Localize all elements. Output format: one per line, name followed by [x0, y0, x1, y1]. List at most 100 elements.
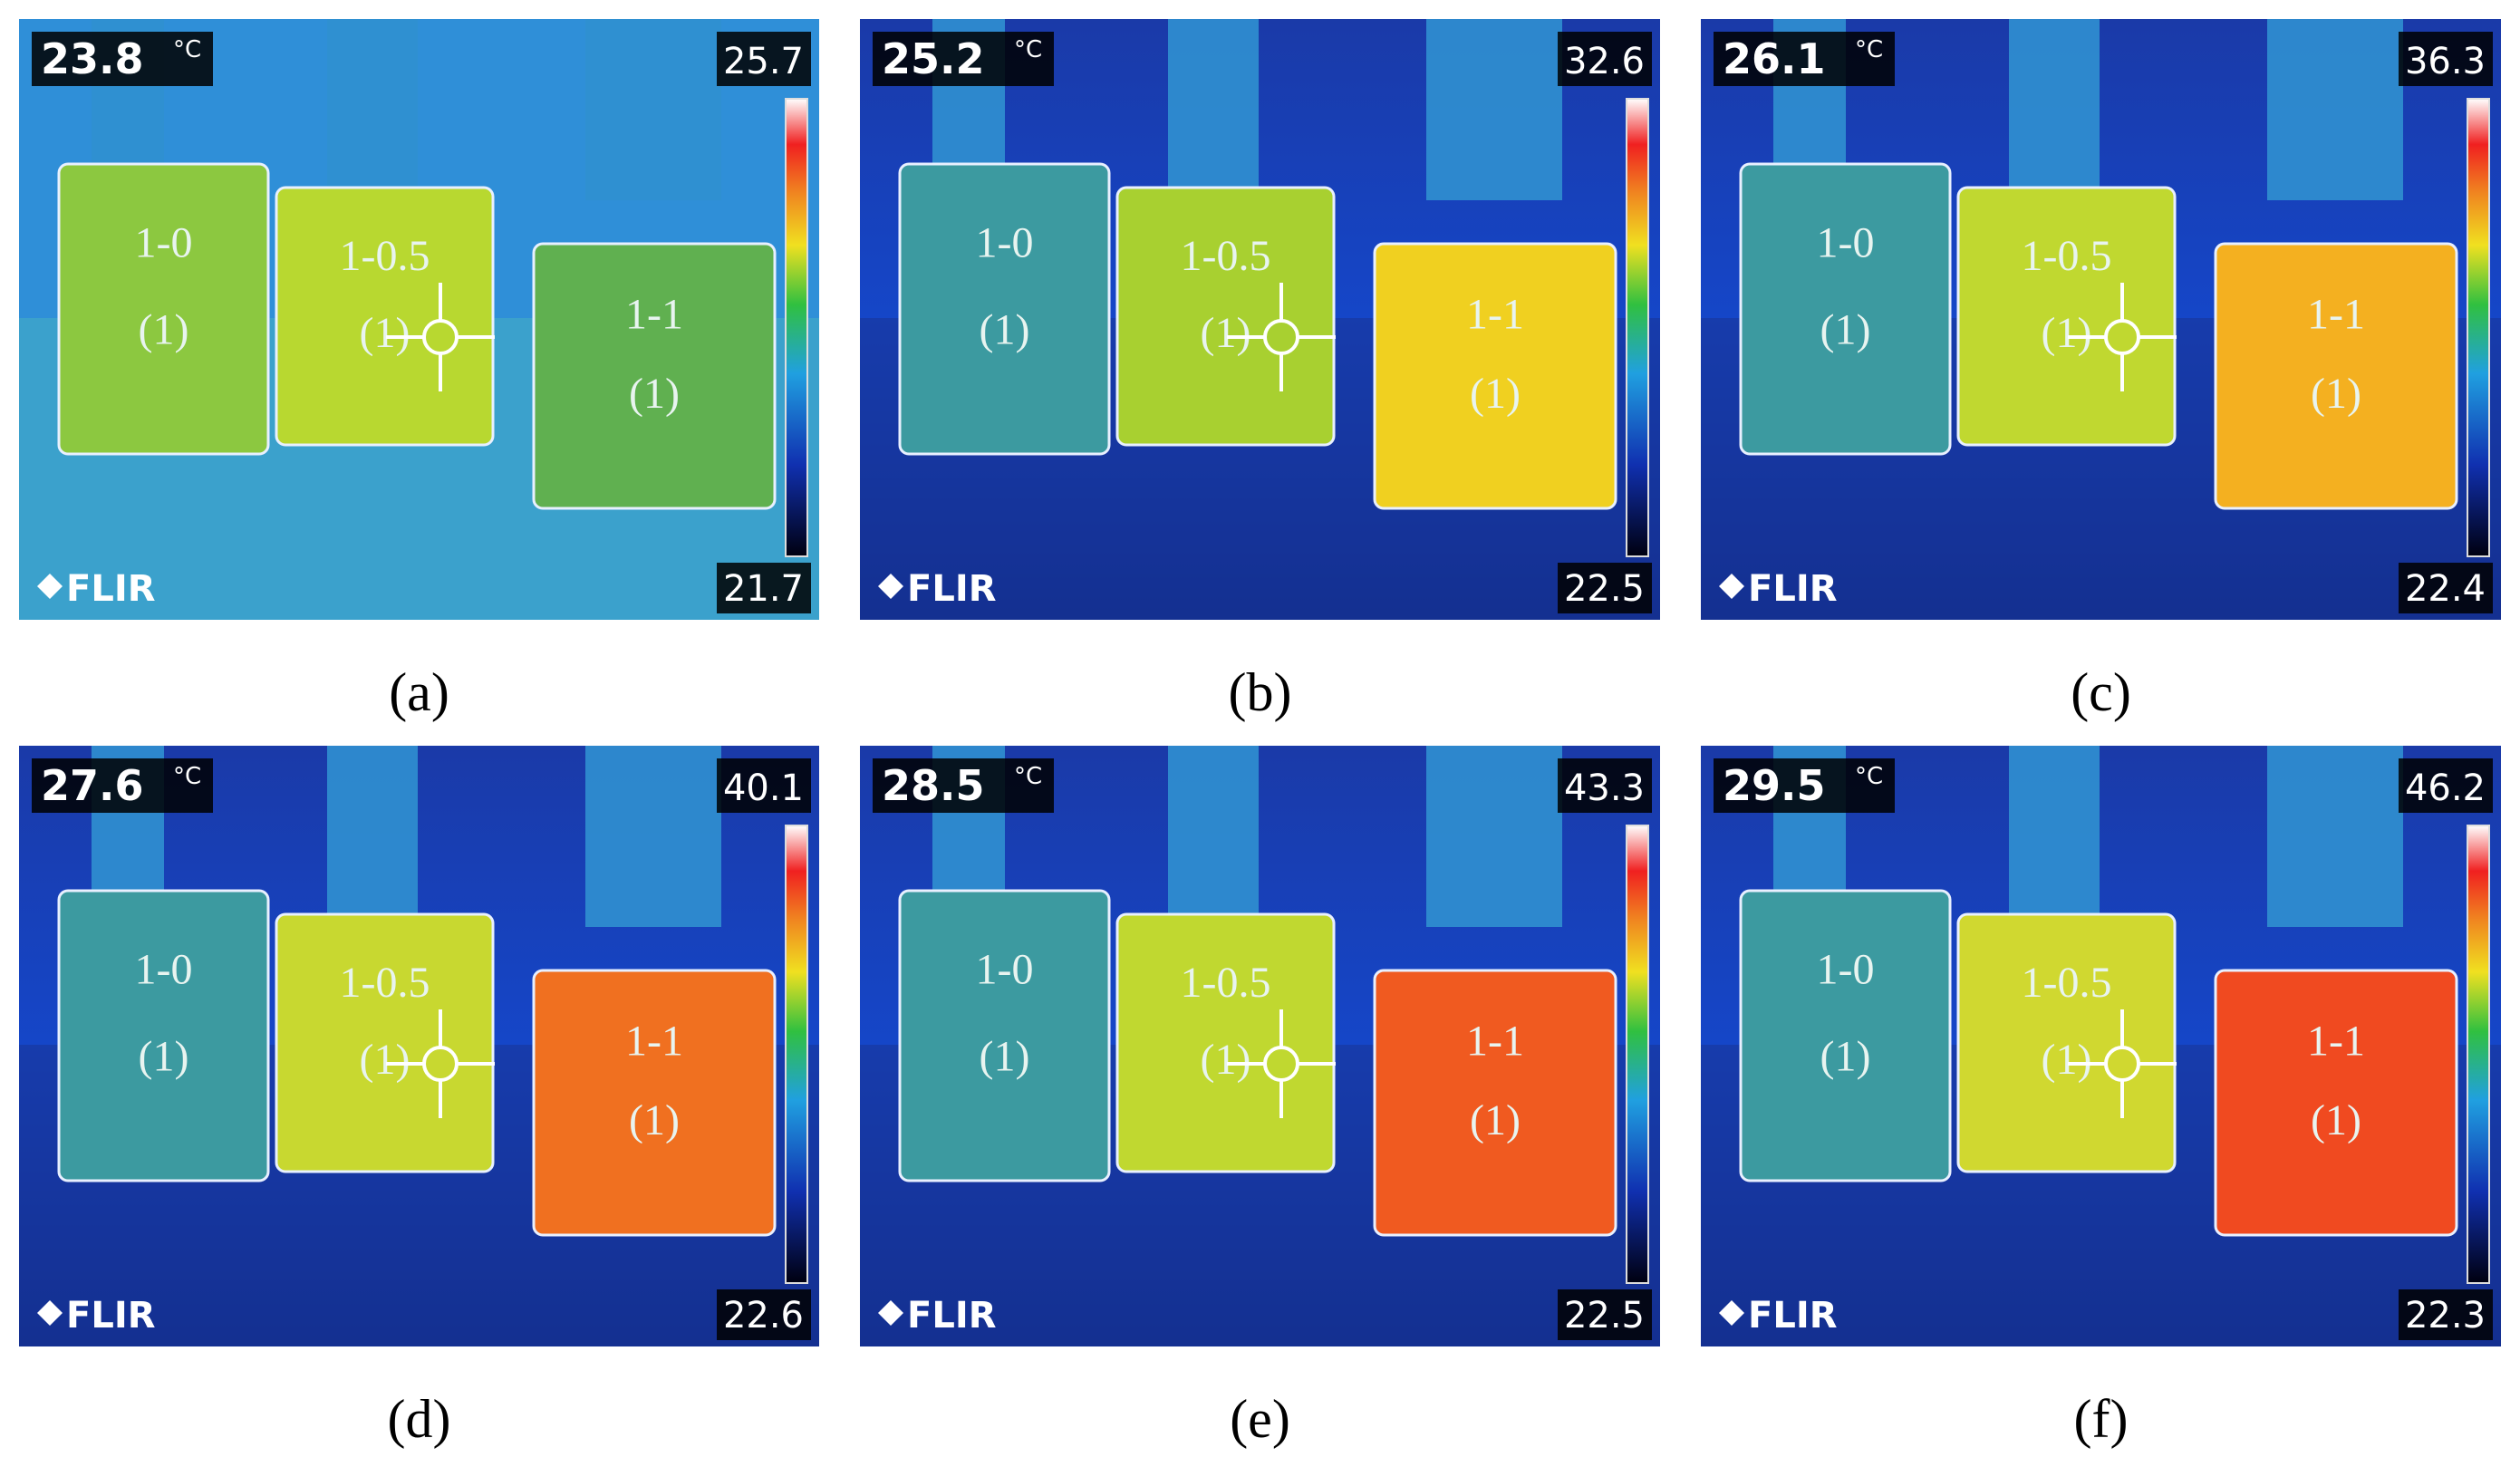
cable	[2267, 19, 2403, 200]
cube	[2214, 242, 2458, 510]
caption: (c)	[2071, 662, 2131, 722]
scale-min-box	[717, 1289, 811, 1340]
cube-label: 1-1	[625, 290, 683, 338]
cube-label: (1)	[1470, 370, 1521, 418]
colorbar	[785, 825, 808, 1284]
brand-logo	[878, 574, 903, 599]
cube-label: (1)	[1470, 1096, 1521, 1144]
scale-min: 22.6	[723, 1295, 804, 1337]
crosshair	[1227, 1009, 1336, 1118]
spot-temperature: 28.5	[882, 761, 985, 810]
cube	[532, 242, 777, 510]
thermal-image: 1-0 (1) 1-0.5 (1) 1-1 (1) 29.5 °C 46.2 22.3 FLIR	[1701, 746, 2501, 1346]
crosshair	[386, 1009, 495, 1118]
cube	[1739, 162, 1952, 456]
scale-min: 22.3	[2405, 1295, 2486, 1337]
cube-label: 1-1	[1466, 1017, 1524, 1065]
cable	[2009, 19, 2100, 200]
cube-label: 1-0	[135, 945, 193, 993]
unit: °C	[1855, 36, 1883, 63]
brand: FLIR	[66, 1295, 156, 1337]
caption: (f)	[2074, 1389, 2129, 1449]
colorbar	[1626, 98, 1649, 557]
cube-label: (1)	[1201, 1036, 1251, 1084]
thermal-image: 1-0 (1) 1-0.5 (1) 1-1 (1) 27.6 °C 40.1 22.6 FLIR	[19, 746, 819, 1346]
cube-label: 1-0.5	[340, 232, 430, 280]
unit: °C	[173, 763, 201, 790]
spot-box	[1714, 32, 1895, 86]
scale-min: 22.5	[1564, 1295, 1645, 1337]
cube-label: (1)	[629, 1096, 680, 1144]
cube-label: 1-1	[2307, 290, 2365, 338]
brand-logo	[37, 1300, 63, 1326]
scale-min-box	[1558, 563, 1652, 613]
cube-label: 1-1	[2307, 1017, 2365, 1065]
scale-max-box	[1558, 758, 1652, 813]
cube	[1373, 969, 1617, 1237]
brand: FLIR	[1748, 1295, 1838, 1337]
cube-label: (1)	[139, 1032, 189, 1080]
cube	[898, 162, 1111, 456]
cube-label: 1-0.5	[1181, 959, 1271, 1007]
caption: (b)	[1229, 662, 1292, 722]
thermal-image: 1-0 (1) 1-0.5 (1) 1-1 (1) 23.8 °C 25.7 21.7 FLIR	[19, 19, 819, 620]
cube	[2214, 969, 2458, 1237]
brand: FLIR	[66, 568, 156, 610]
unit: °C	[1014, 36, 1042, 63]
cube-label: 1-0.5	[2022, 959, 2112, 1007]
crosshair	[386, 283, 495, 391]
colorbar	[785, 98, 808, 557]
cube-label: (1)	[1820, 305, 1871, 353]
cube-label: (1)	[1820, 1032, 1871, 1080]
scale-max: 46.2	[2405, 767, 2486, 809]
scale-max-box	[2399, 32, 2493, 86]
spot-temperature: 23.8	[41, 34, 144, 83]
cube	[1373, 242, 1617, 510]
spot-box	[32, 32, 213, 86]
cube-label: (1)	[980, 305, 1030, 353]
caption: (d)	[388, 1389, 451, 1449]
unit: °C	[173, 36, 201, 63]
cable	[327, 746, 418, 927]
spot-box	[1714, 758, 1895, 813]
brand-logo	[1719, 574, 1744, 599]
scale-min: 22.4	[2405, 568, 2486, 610]
unit: °C	[1014, 763, 1042, 790]
cube-label: (1)	[139, 305, 189, 353]
brand-logo	[878, 1300, 903, 1326]
colorbar	[1626, 825, 1649, 1284]
cube	[532, 969, 777, 1237]
cube-label: 1-0.5	[340, 959, 430, 1007]
brand-logo	[1719, 1300, 1744, 1326]
cable	[1426, 746, 1562, 927]
cube-label: 1-0	[135, 218, 193, 266]
thermal-image: 1-0 (1) 1-0.5 (1) 1-1 (1) 28.5 °C 43.3 22.5 FLIR	[860, 746, 1660, 1346]
cube-label: (1)	[2042, 309, 2092, 357]
scale-min: 21.7	[723, 568, 804, 610]
scale-max: 43.3	[1564, 767, 1645, 809]
thermal-image: 1-0 (1) 1-0.5 (1) 1-1 (1) 25.2 °C 32.6 22.5 FLIR	[860, 19, 1660, 620]
scale-max: 32.6	[1564, 41, 1645, 82]
cube	[1739, 889, 1952, 1182]
scale-min-box	[717, 563, 811, 613]
cable	[585, 746, 721, 927]
cube-label: 1-1	[625, 1017, 683, 1065]
spot-box	[873, 32, 1054, 86]
brand: FLIR	[1748, 568, 1838, 610]
cube-label: (1)	[2311, 1096, 2361, 1144]
crosshair	[2068, 283, 2177, 391]
scale-min: 22.5	[1564, 568, 1645, 610]
cable	[327, 19, 418, 200]
cable	[585, 19, 721, 200]
brand-logo	[37, 574, 63, 599]
cube-label: 1-0.5	[1181, 232, 1271, 280]
colorbar	[2467, 825, 2490, 1284]
colorbar	[2467, 98, 2490, 557]
cube-label: (1)	[2042, 1036, 2092, 1084]
spot-temperature: 26.1	[1723, 34, 1826, 83]
scale-max-box	[1558, 32, 1652, 86]
cube-label: 1-0	[1817, 945, 1875, 993]
scale-max-box	[717, 758, 811, 813]
cube-label: (1)	[980, 1032, 1030, 1080]
caption: (e)	[1230, 1389, 1290, 1449]
